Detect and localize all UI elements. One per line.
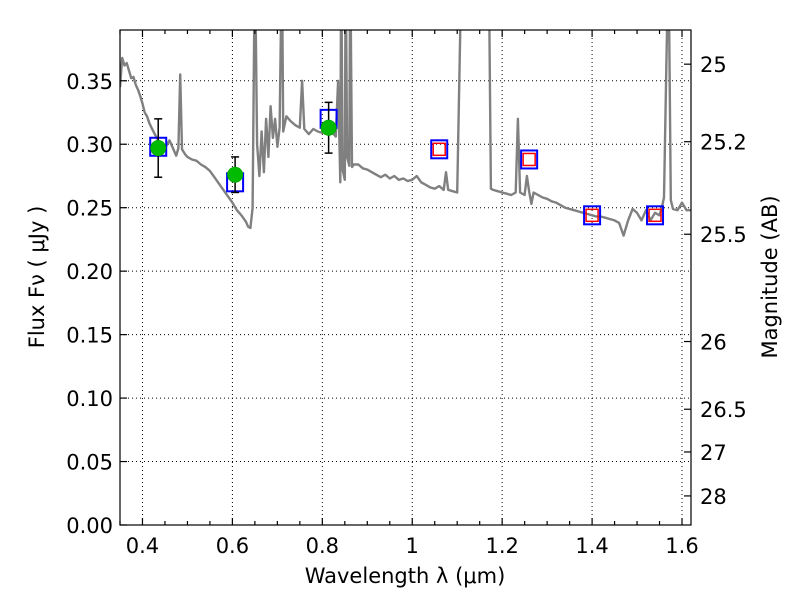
- x-tick-label: 1.6: [665, 534, 698, 558]
- x-tick-label: 1.2: [485, 534, 518, 558]
- synthetic-photometry-box: [646, 205, 665, 226]
- right-tick-label: 25.5: [700, 223, 747, 247]
- photometry-layer: [149, 101, 665, 226]
- observed-photometry-point: [320, 119, 337, 136]
- y-tick-label: 0.35: [66, 70, 113, 94]
- right-tick-label: 26: [700, 331, 727, 355]
- right-axis-label: Magnitude (AB): [758, 195, 782, 358]
- y-tick-label: 0.30: [66, 133, 113, 157]
- y-tick-label: 0.10: [66, 387, 113, 411]
- right-tick-label: 27: [700, 441, 727, 465]
- y-tick-label: 0.00: [66, 514, 113, 538]
- y-axis-label: Flux Fν ( μJy ): [25, 206, 49, 349]
- plot-frame: [119, 29, 692, 526]
- y-tick-label: 0.25: [66, 197, 113, 221]
- x-tick-label: 0.8: [306, 534, 339, 558]
- x-tick-label: 0.4: [126, 534, 159, 558]
- x-tick-label: 1.4: [575, 534, 608, 558]
- synthetic-photometry-box: [430, 139, 449, 160]
- spectrum-layer: [120, 30, 691, 237]
- ticks: [119, 30, 691, 526]
- right-tick-label: 26.5: [700, 398, 747, 422]
- right-tick-label: 28: [700, 485, 727, 509]
- y-tick-label: 0.05: [66, 451, 113, 475]
- observed-photometry-point: [227, 166, 244, 183]
- upper-limit-marker: [432, 142, 446, 157]
- right-tick-label: 25.2: [700, 131, 747, 155]
- y-tick-label: 0.20: [66, 260, 113, 284]
- observed-photometry-point: [150, 140, 167, 157]
- x-tick-label: 0.6: [216, 534, 249, 558]
- x-tick-label: 1: [406, 534, 419, 558]
- y-tick-label: 0.15: [66, 324, 113, 348]
- synthetic-photometry-box: [520, 149, 539, 170]
- upper-limit-marker: [522, 152, 536, 167]
- x-axis-label: Wavelength λ (μm): [305, 564, 506, 588]
- tick-labels: 0.4 0.6 0.8 1 1.2 1.4 1.6 0.00 0.05 0.10 0.15 0.20 0…: [66, 53, 747, 558]
- model-spectrum-line: [120, 30, 691, 237]
- right-tick-label: 25: [700, 53, 727, 77]
- upper-limit-marker: [585, 208, 599, 223]
- upper-limit-marker: [648, 208, 662, 223]
- synthetic-photometry-box: [583, 205, 602, 226]
- grid: [120, 30, 691, 526]
